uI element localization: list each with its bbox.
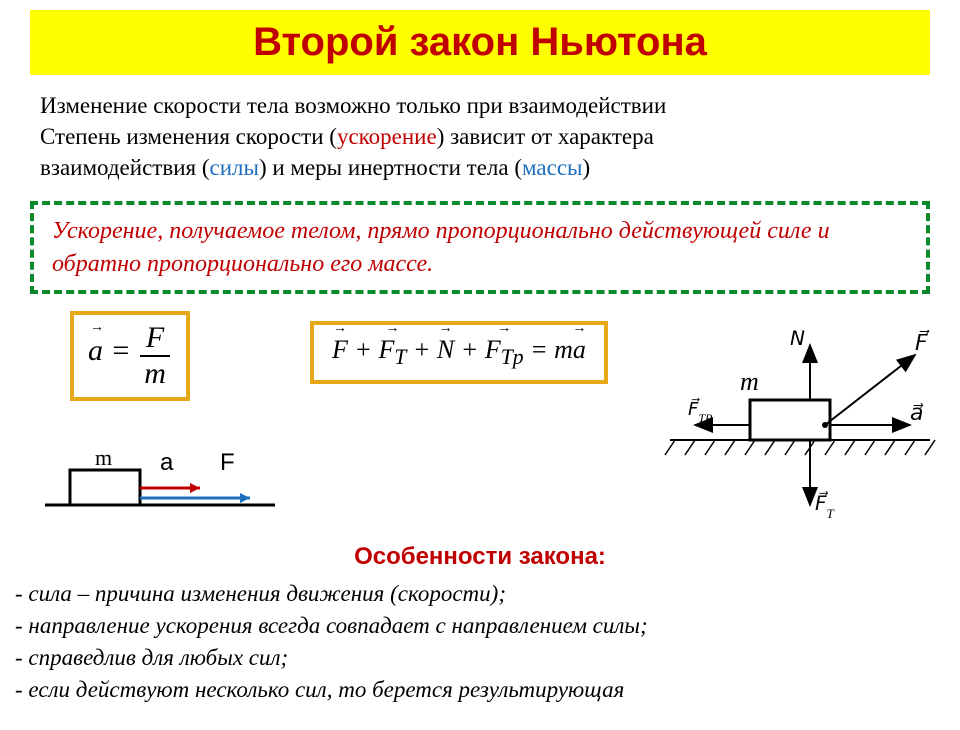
plus3: +	[454, 335, 485, 364]
vec-N: N	[437, 335, 454, 365]
feature-item-1: - сила – причина изменения движения (ско…	[15, 578, 945, 610]
intro-line1: Изменение скорости тела возможно только …	[40, 90, 920, 121]
formula-sum-forces: F + FT + N + FTp = ma	[310, 321, 608, 384]
features-list: - сила – причина изменения движения (ско…	[15, 578, 945, 707]
formula1-den: m	[138, 357, 172, 391]
label-a-r: a⃗	[910, 400, 924, 425]
intro-acceleration: ускорение	[337, 124, 437, 149]
arrow-F-head	[240, 493, 250, 503]
intro-l2b: ) зависит от характера	[437, 124, 654, 149]
vec-F: F	[332, 335, 348, 365]
arrow-a-head	[190, 483, 200, 493]
intro-l3b: ) и меры инертности тела (	[259, 155, 522, 180]
intro-l3c: )	[583, 155, 591, 180]
formula2-eq: = m	[524, 335, 573, 364]
plus2: +	[406, 335, 437, 364]
features-section: Особенности закона: - сила – причина изм…	[15, 540, 945, 706]
intro-l2a: Степень изменения скорости (	[40, 124, 337, 149]
feature-item-3: - справедлив для любых сил;	[15, 642, 945, 674]
formula1-fraction: F m	[138, 321, 172, 391]
feature-item-4: - если действуют несколько сил, то берет…	[15, 674, 945, 706]
intro-line3: взаимодействия (силы) и меры инертности …	[40, 152, 920, 183]
page-title: Второй закон Ньютона	[30, 20, 930, 65]
plus1: +	[348, 335, 379, 364]
feature-item-2: - направление ускорения всегда совпадает…	[15, 610, 945, 642]
vec-a2: a	[573, 335, 586, 365]
block-rect	[70, 470, 140, 505]
ft-sub: T	[394, 345, 406, 369]
arrow-F-diag	[825, 355, 915, 425]
formula1-lhs: a =	[88, 334, 138, 367]
label-N: N⃗	[790, 330, 805, 350]
label-a: a	[160, 450, 174, 476]
label-F: F	[220, 450, 235, 476]
hatching	[665, 440, 935, 455]
law-statement-box: Ускорение, получаемое телом, прямо пропо…	[30, 201, 930, 294]
diagram-free-body: N⃗ F⃗T F⃗TP F⃗ a⃗ m	[660, 330, 940, 530]
vec-FT: FT	[378, 335, 406, 370]
formula1-eq: =	[103, 334, 138, 367]
ftp-f: F	[485, 335, 501, 364]
vec-a: a	[88, 334, 103, 367]
label-F-diag: F⃗	[915, 330, 930, 355]
features-title: Особенности закона:	[15, 540, 945, 574]
title-bar: Второй закон Ньютона	[30, 10, 930, 75]
intro-l3a: взаимодействия (	[40, 155, 210, 180]
label-FTp: F⃗TP	[688, 398, 713, 425]
intro-line2: Степень изменения скорости (ускорение) з…	[40, 121, 920, 152]
ft-f: F	[378, 335, 394, 364]
formula1-num: F	[140, 321, 170, 357]
vec-FTp: FTp	[485, 335, 524, 370]
diagram-block-force: m a F	[40, 450, 280, 530]
intro-text: Изменение скорости тела возможно только …	[0, 85, 960, 193]
label-m: m	[95, 450, 112, 470]
ftp-sub: Tp	[501, 345, 524, 369]
block-rect-r	[750, 400, 830, 440]
formula-a-equals-f-over-m: a = F m	[70, 311, 190, 401]
intro-force: силы	[210, 155, 259, 180]
law-statement: Ускорение, получаемое телом, прямо пропо…	[52, 218, 830, 276]
label-FT: F⃗T	[815, 490, 835, 520]
intro-mass: массы	[522, 155, 582, 180]
label-m-r: m	[740, 367, 759, 396]
